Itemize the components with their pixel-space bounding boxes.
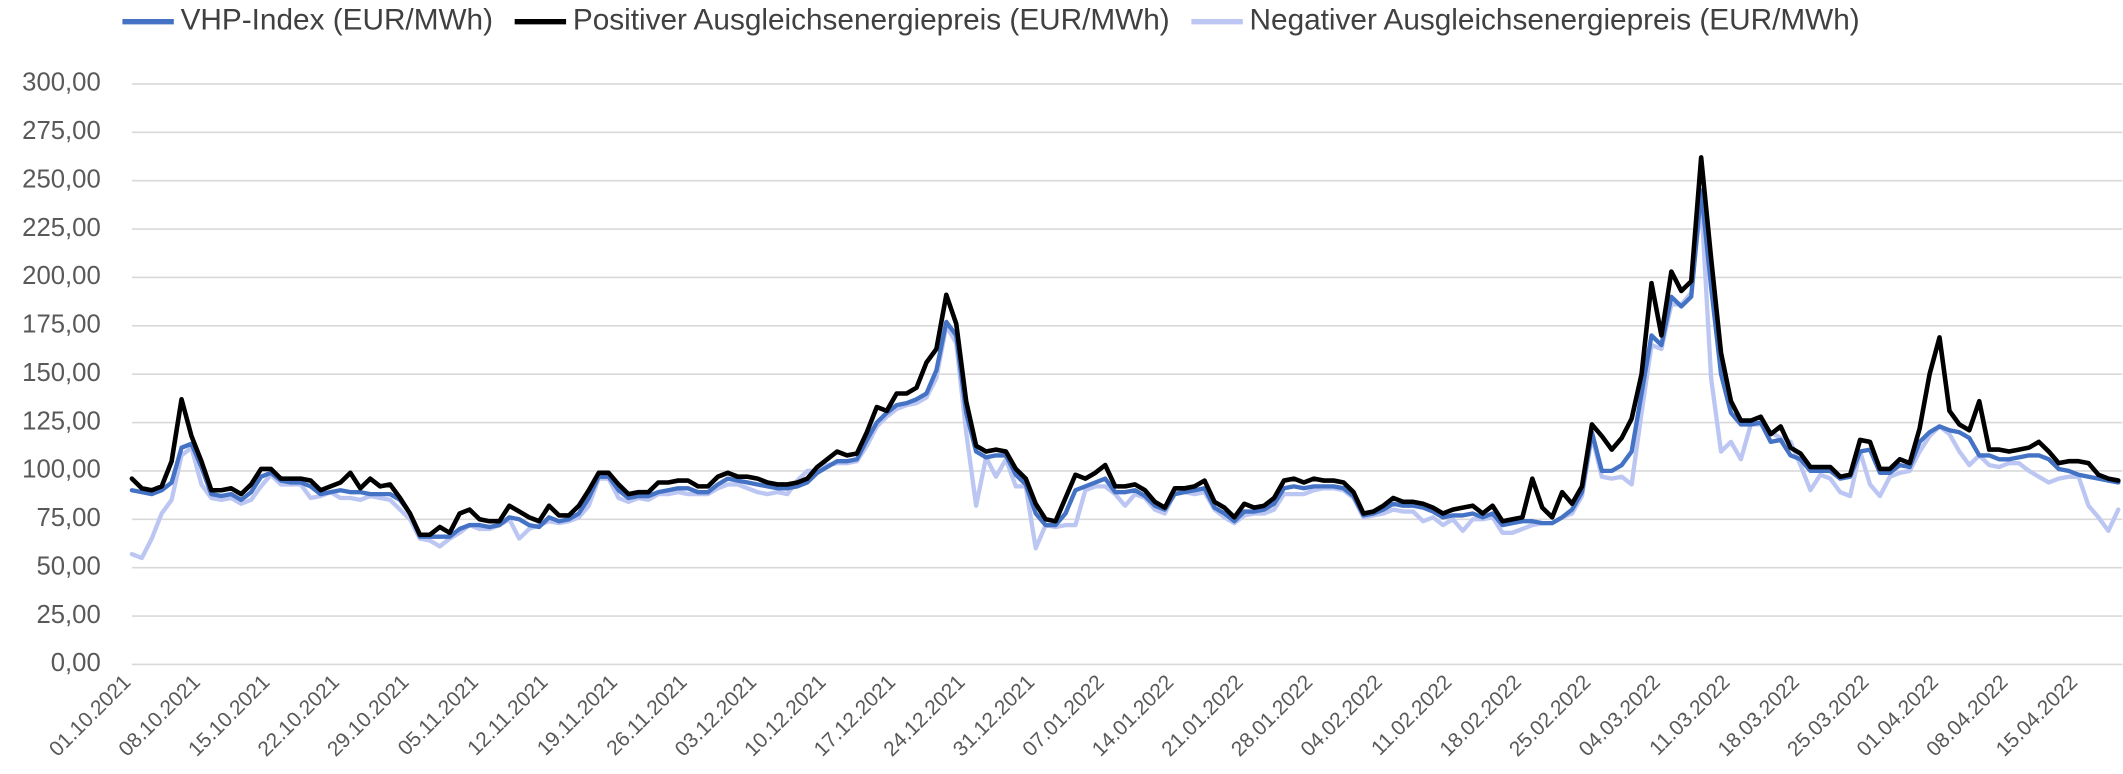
- y-tick-label: 75,00: [36, 504, 100, 532]
- legend-label: VHP-Index (EUR/MWh): [181, 4, 493, 37]
- y-tick-label: 125,00: [22, 407, 101, 435]
- y-tick-label: 150,00: [22, 359, 101, 387]
- y-tick-label: 175,00: [22, 311, 101, 339]
- y-tick-label: 25,00: [36, 601, 100, 629]
- legend: VHP-Index (EUR/MWh) Positiver Ausgleichse…: [122, 4, 1860, 37]
- y-tick-label: 225,00: [22, 214, 101, 242]
- legend-label: Positiver Ausgleichsenergiepreis (EUR/MW…: [573, 4, 1170, 37]
- series-line: [129, 197, 2121, 561]
- y-tick-label: 200,00: [22, 262, 101, 290]
- y-tick-label: 100,00: [22, 456, 101, 484]
- y-tick-label: 275,00: [22, 117, 101, 145]
- series-line: [129, 188, 2121, 539]
- y-tick-label: 50,00: [36, 552, 100, 580]
- y-tick-label: 0,00: [51, 649, 101, 677]
- y-tick-label: 250,00: [22, 165, 101, 193]
- series-line: [129, 155, 2121, 538]
- legend-label: Negativer Ausgleichsenergiepreis (EUR/MW…: [1250, 4, 1860, 37]
- y-tick-label: 300,00: [22, 69, 101, 97]
